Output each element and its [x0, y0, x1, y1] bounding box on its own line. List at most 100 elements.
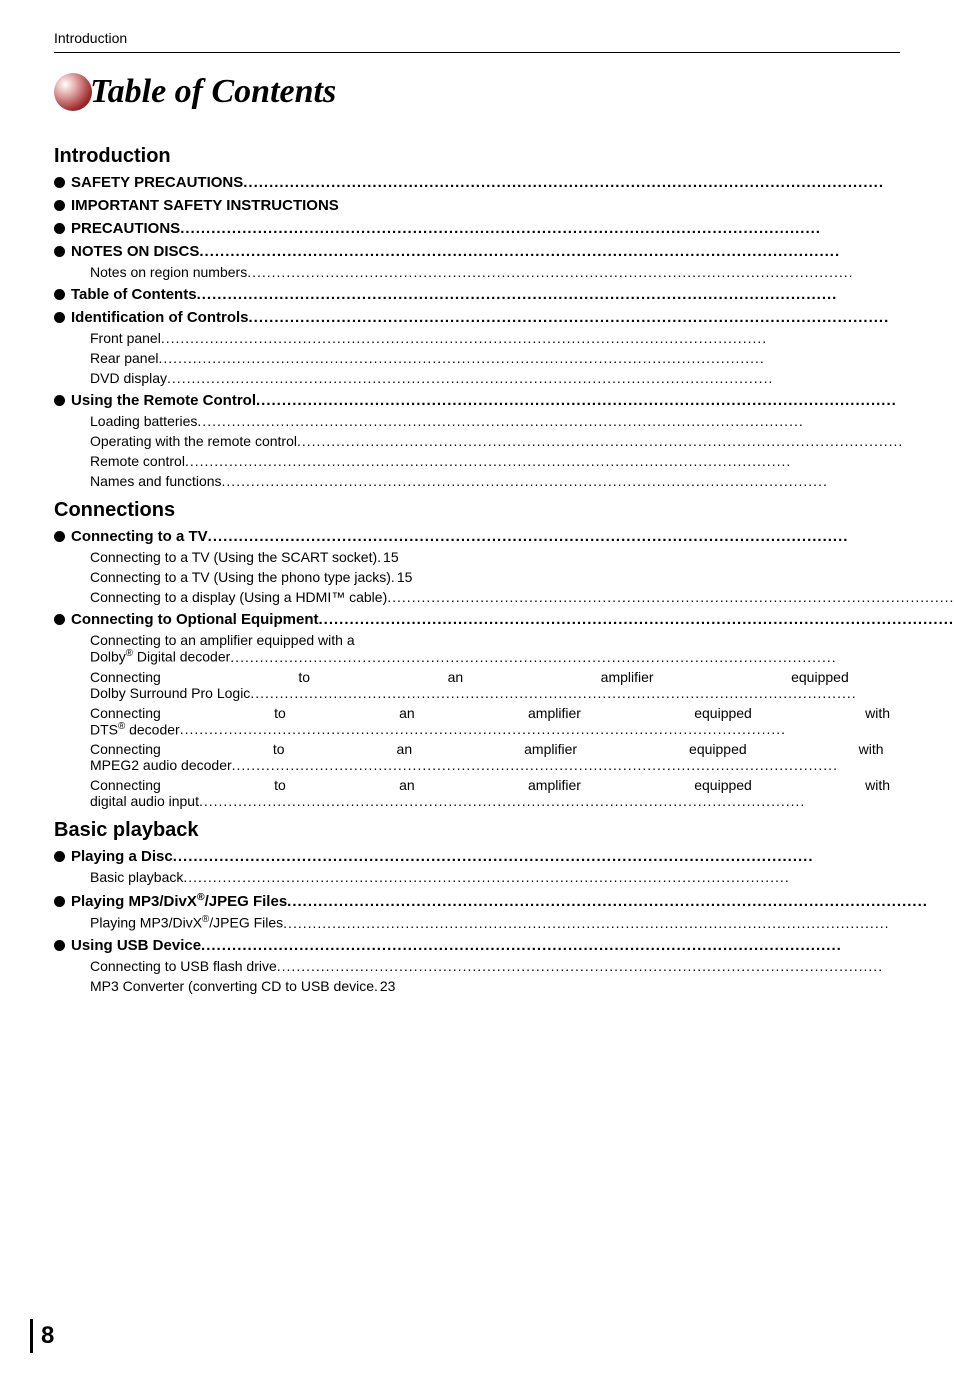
header-rule	[54, 52, 900, 53]
toc-subentry-label: Connecting to a TV (Using the phono type…	[90, 569, 391, 585]
columns: IntroductionSAFETY PRECAUTIONS2IMPORTANT…	[54, 135, 900, 994]
toc-entry-label: Playing MP3/DivX®/JPEG Files	[71, 891, 287, 910]
leader-dots	[173, 848, 954, 865]
toc-entry-label: NOTES ON DISCS	[71, 243, 199, 260]
toc-subentry-line2: digital audio input 19	[90, 793, 954, 809]
bullet-icon	[54, 531, 65, 542]
toc-entry-label: Connecting to Optional Equipment	[71, 611, 318, 628]
bullet-icon	[54, 246, 65, 257]
toc-subentry-line1: Connecting to an amplifier equipped with…	[90, 777, 954, 793]
toc-subentry-label: Rear panel	[90, 350, 159, 366]
bullet-icon	[54, 896, 65, 907]
toc-subentry-line1: Connecting to an amplifier equipped with…	[90, 705, 954, 721]
toc-subentry-label: MP3 Converter (converting CD to USB devi…	[90, 978, 374, 994]
section-heading: Introduction	[54, 145, 954, 168]
leader-dots	[183, 869, 954, 885]
bullet-icon	[54, 200, 65, 211]
toc-subentry-label: DVD display	[90, 370, 167, 386]
toc-subentry-page: 15	[395, 569, 413, 585]
leader-dots	[283, 915, 954, 931]
toc-subentry: Notes on region numbers7	[90, 264, 954, 280]
toc-entry: NOTES ON DISCS6	[54, 243, 954, 260]
toc-subentry-block: Connecting to an amplifier equipped with…	[54, 632, 954, 665]
toc-subentry-line2: Dolby Surround Pro Logic 18	[90, 685, 954, 701]
toc-entry: Table of Contents8	[54, 286, 954, 303]
toc-subentry-label: Basic playback	[90, 869, 183, 885]
toc-entry-label: IMPORTANT SAFETY INSTRUCTIONS	[71, 197, 339, 214]
toc-subentry: Names and functions12	[90, 473, 954, 489]
toc-entry-label: PRECAUTIONS	[71, 220, 180, 237]
toc-subentry-label: Connecting to USB flash drive	[90, 958, 277, 974]
toc-subentry: MP3 Converter (converting CD to USB devi…	[90, 978, 954, 994]
leader-dots	[197, 413, 954, 429]
toc-entry-label: Connecting to a TV	[71, 528, 208, 545]
leader-dots	[199, 793, 954, 809]
toc-entry: PRECAUTIONS5	[54, 220, 954, 237]
leader-dots	[277, 958, 954, 974]
leader-dots	[232, 757, 954, 773]
toc-subentry-label: Operating with the remote control	[90, 433, 297, 449]
toc-subentry-block: Connecting to an amplifier equipped with…	[54, 777, 954, 809]
bullet-icon	[54, 395, 65, 406]
toc-subentry-label: Notes on region numbers	[90, 264, 247, 280]
bullet-icon	[54, 289, 65, 300]
toc-subentry-line2: MPEG2 audio decoder 19	[90, 757, 954, 773]
toc-entry: Using the Remote Control10	[54, 392, 954, 409]
section-heading: Connections	[54, 499, 954, 522]
toc-entry: Connecting to a TV15	[54, 528, 954, 545]
leader-dots	[161, 330, 954, 346]
bullet-icon	[54, 223, 65, 234]
toc-subentry: Operating with the remote control10	[90, 433, 954, 449]
toc-subentry-page: 23	[378, 978, 396, 994]
col-left: Introduction SAFETY PRECAUTIONS2 IMPORTANT…	[54, 135, 954, 994]
toc-entry: Using USB Device23	[54, 937, 954, 954]
toc-subentry-page: 15	[381, 549, 399, 565]
leader-dots	[197, 286, 954, 303]
toc-subentry-line1: Connecting to an amplifier equipped with…	[90, 741, 954, 757]
toc-subentry: Rear panel9	[90, 350, 954, 366]
toc-subentry: Basic playback20	[90, 869, 954, 885]
leader-dots	[185, 453, 954, 469]
leader-dots	[222, 473, 954, 489]
leader-dots	[180, 721, 954, 737]
page-title-row: Table of Contents	[54, 73, 900, 111]
leader-dots	[208, 528, 954, 545]
leader-dots	[199, 243, 954, 260]
toc-entry: IMPORTANT SAFETY INSTRUCTIONS .... 3	[54, 197, 954, 214]
toc-entry: Identification of Controls9	[54, 309, 954, 326]
toc-subentry: Connecting to a TV (Using the SCART sock…	[90, 549, 954, 565]
toc-subentry-line2: DTS® decoder 19	[90, 721, 954, 738]
leader-dots	[250, 685, 954, 701]
leader-dots	[247, 264, 954, 280]
leader-dots	[243, 174, 954, 191]
toc-subentry-label: MPEG2 audio decoder	[90, 757, 232, 773]
page-number-bar	[30, 1319, 33, 1353]
running-head: Introduction	[54, 30, 900, 46]
toc-subentry-line1: Connecting to an amplifier equipped with	[90, 669, 954, 685]
leader-dots	[159, 350, 954, 366]
toc-subentry: Remote control11	[90, 453, 954, 469]
toc-subentry-block: Connecting to an amplifier equipped with…	[54, 741, 954, 773]
bullet-icon	[54, 177, 65, 188]
toc-entry-label: Using the Remote Control	[71, 392, 256, 409]
toc-entry-label: Using USB Device	[71, 937, 201, 954]
toc-entry: SAFETY PRECAUTIONS2	[54, 174, 954, 191]
toc-subentry-label: Loading batteries	[90, 413, 197, 429]
leader-dots	[201, 937, 954, 954]
toc-subentry-label: digital audio input	[90, 793, 199, 809]
page-number: 8	[41, 1322, 54, 1350]
toc-subentry-block: Connecting to an amplifier equipped with…	[54, 705, 954, 738]
leader-dots	[318, 611, 954, 628]
toc-subentry: Loading batteries10	[90, 413, 954, 429]
toc-subentry-label: Remote control	[90, 453, 185, 469]
toc-subentry-line2: Dolby® Digital decoder 18	[90, 648, 954, 665]
toc-entry-label: Playing a Disc	[71, 848, 173, 865]
leader-dots	[256, 392, 954, 409]
leader-short: ....	[339, 197, 954, 214]
toc-subentry-label: Playing MP3/DivX®/JPEG Files	[90, 914, 283, 931]
toc-subentry: Connecting to a display (Using a HDMI™ c…	[90, 589, 954, 605]
leader-dots	[230, 649, 954, 665]
bullet-icon	[54, 940, 65, 951]
toc-subentry-label: DTS® decoder	[90, 721, 180, 738]
bullet-icon	[54, 614, 65, 625]
